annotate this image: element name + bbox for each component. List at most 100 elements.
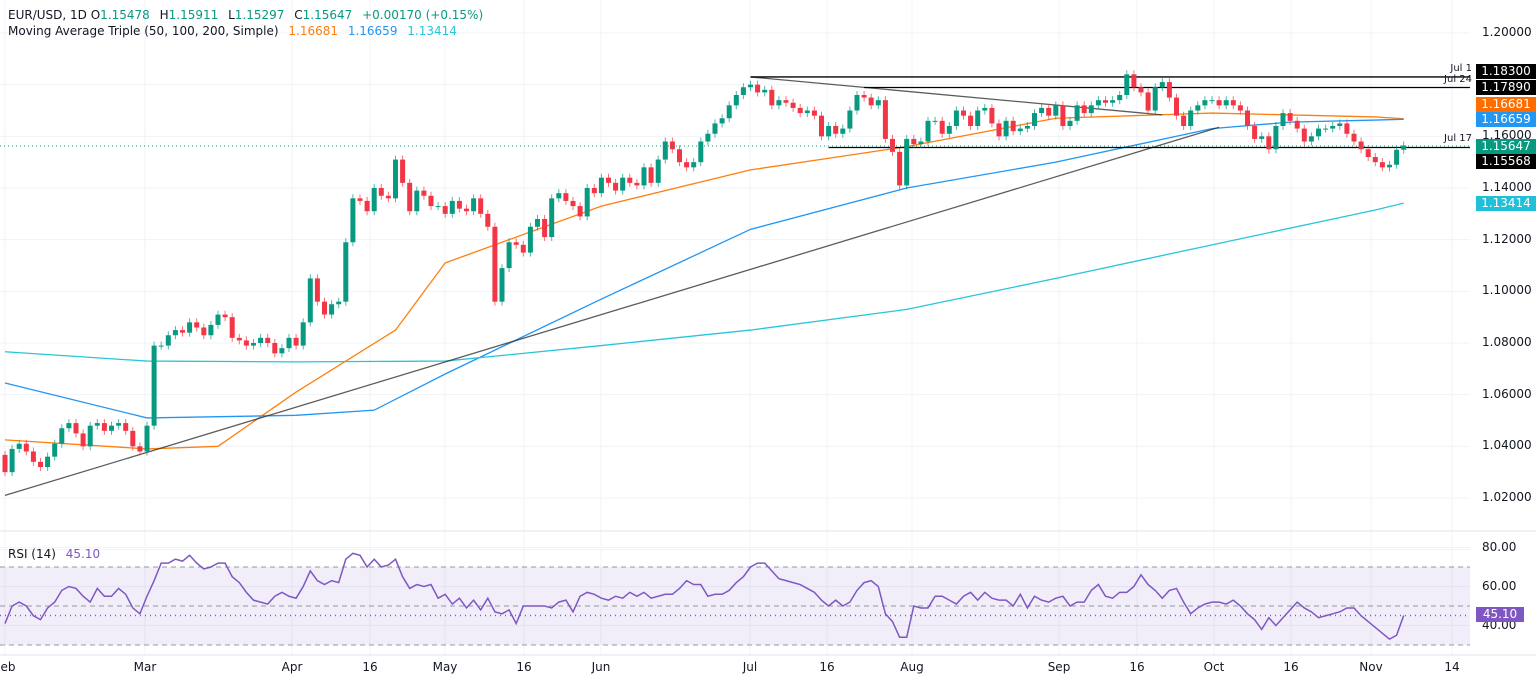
time-axis-label: Sep [1047,660,1071,674]
candle-body [378,188,384,196]
candle [194,318,200,332]
candle-body [598,177,604,194]
rsi-title: RSI (14) [8,547,56,561]
candle-body [180,330,185,333]
candle [1202,96,1208,110]
candle-body [1010,120,1016,132]
candle-body [456,200,462,209]
candle-body [66,423,72,429]
candle-body [158,345,164,347]
candle-body [875,100,881,106]
candle-body [520,244,526,253]
candle [201,323,207,340]
trendline [4,126,1220,497]
candle-body [719,118,725,124]
candle [684,158,690,172]
candle [300,318,306,350]
candle-body [485,213,491,227]
candle-body [1039,107,1045,114]
candle-body [222,314,228,318]
candle [343,238,349,306]
candle [1188,106,1194,130]
time-axis-label: 14 [1444,660,1460,674]
candle [527,222,533,257]
candle [1372,153,1378,167]
candle [385,191,391,203]
candle-body [939,120,945,134]
time-axis-label: 16 [362,660,378,674]
candle [1081,101,1087,118]
candle [1131,70,1137,92]
candle [1046,103,1052,120]
ma-title: Moving Average Triple (50, 100, 200, Sim… [8,24,279,38]
candle [1174,93,1179,120]
candle-body [726,105,732,119]
candle-body [187,322,193,333]
candle [840,124,846,138]
candle [1152,83,1158,115]
price-tag: 1.18300 [1476,63,1536,79]
candle [542,215,548,242]
rsi-line [0,552,1470,641]
candle-body [1103,100,1108,103]
ma50-value: 1.16681 [288,24,338,38]
candle-body [840,128,846,134]
candle [662,137,668,164]
candle [1166,78,1172,102]
candle-body [1095,100,1101,106]
ma100-value: 1.16659 [347,24,398,38]
candle [1053,101,1059,120]
candle-body [1401,145,1407,150]
candle [1245,106,1250,130]
candle-body [1138,87,1144,93]
candle-body [1308,136,1314,142]
candle [641,163,647,190]
candle-body [1124,74,1130,95]
candle-body [712,123,718,134]
candle-body [279,348,285,354]
candle [953,106,959,130]
candle-body [1323,128,1329,130]
candle-body [1351,133,1357,142]
candle [1003,116,1009,141]
candle-body [300,322,306,346]
candle [755,80,761,97]
candle [1344,119,1350,138]
time-axis-label: eb [0,660,16,674]
candle [1010,116,1016,136]
candle-body [1074,105,1080,121]
candle [293,333,299,350]
candle [1209,96,1215,105]
candle [407,178,413,216]
candle-body [691,162,697,168]
candle-body [1301,128,1307,142]
candle-body [620,177,626,191]
candle-body [94,423,100,426]
candle [563,189,569,205]
time-axis-label: Oct [1203,660,1225,674]
candle [577,202,583,221]
candle [1117,91,1123,105]
candle-body [1259,136,1265,139]
candle-body [229,317,235,338]
candle [16,439,22,453]
candle-body [449,200,455,214]
candle-body [350,198,356,243]
candle-body [1344,123,1350,134]
candle-body [847,110,853,129]
time-axis-label: 16 [819,660,835,674]
candle-body [1209,100,1215,102]
candle [485,209,491,231]
candle-body [1337,123,1343,126]
candle [442,202,448,218]
candle-body [556,193,562,199]
candle-body [393,159,398,199]
candle [1103,96,1108,107]
candle [520,240,526,257]
candle [364,196,370,216]
candle-body [1067,120,1073,126]
ma-legend[interactable]: Moving Average Triple (50, 100, 200, Sim… [8,24,463,38]
rsi-legend[interactable]: RSI (14) 45.10 [8,547,106,561]
candle [904,134,910,190]
